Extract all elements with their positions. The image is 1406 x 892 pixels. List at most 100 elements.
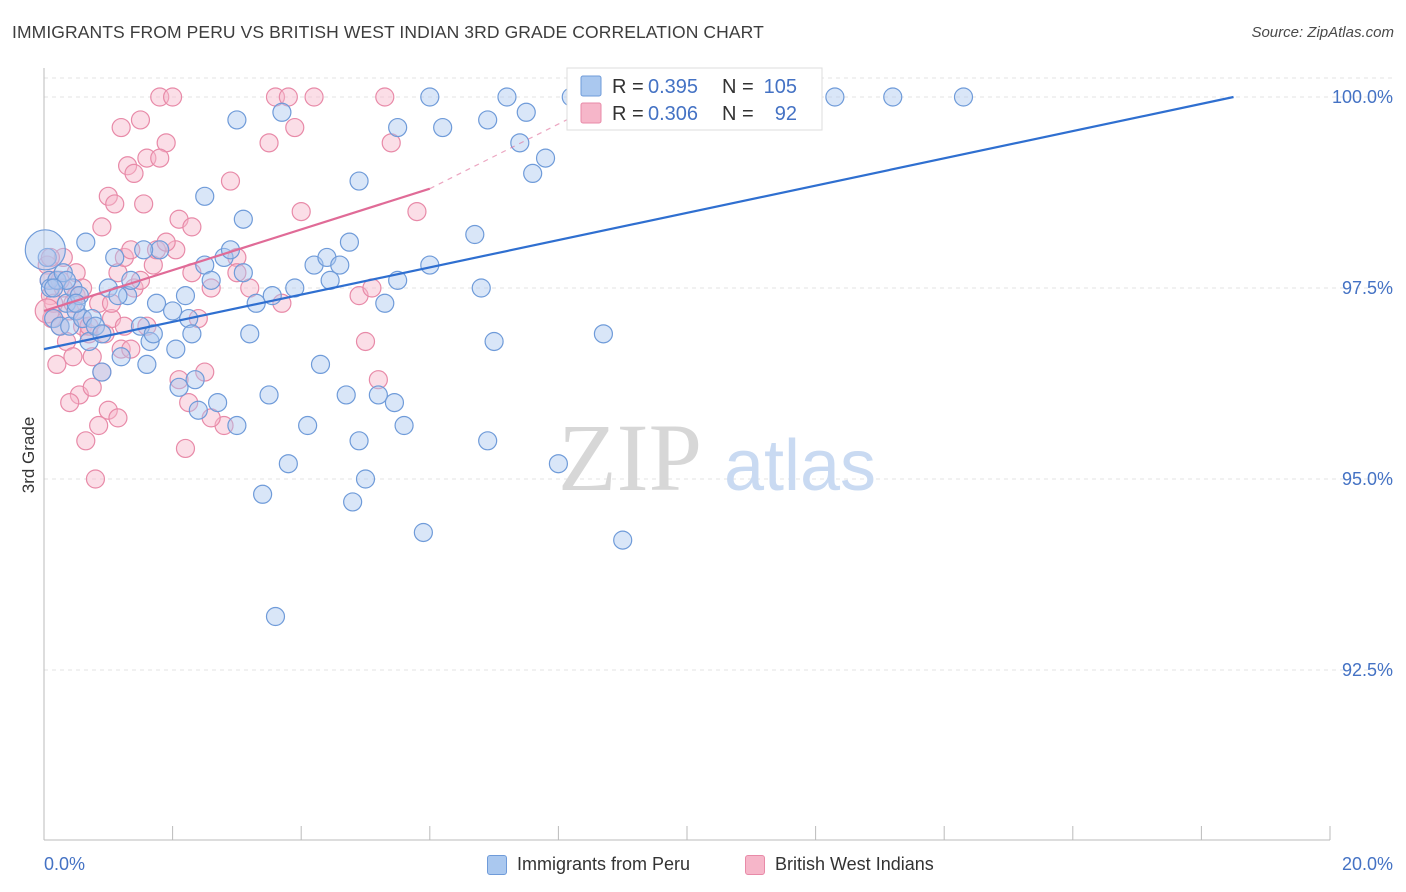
point-immigrants-from-peru — [349, 171, 369, 191]
point-immigrants-from-peru — [384, 393, 405, 413]
point-immigrants-from-peru — [76, 232, 96, 252]
point-british-west-indians — [89, 415, 109, 436]
point-british-west-indians — [124, 163, 144, 183]
point-immigrants-from-peru — [420, 87, 440, 107]
legend-r-value-1: 0.395 — [648, 76, 698, 98]
legend-r-label-2: R = — [612, 103, 644, 125]
point-british-west-indians — [101, 293, 122, 313]
point-immigrants-from-peru — [66, 301, 86, 321]
point-british-west-indians — [111, 117, 131, 138]
point-british-west-indians — [375, 87, 395, 107]
legend-label-peru: Immigrants from Peru — [517, 854, 691, 874]
legend-label-bwi: British West Indians — [775, 854, 934, 874]
point-british-west-indians — [156, 232, 176, 252]
point-immigrants-from-peru — [117, 286, 138, 306]
point-immigrants-from-peru — [146, 293, 167, 313]
x-tick-label-max: 20.0% — [1342, 854, 1393, 874]
point-british-west-indians — [98, 186, 118, 206]
point-immigrants-from-peru — [343, 492, 363, 512]
point-immigrants-from-peru — [310, 354, 331, 374]
legend-swatch-blue — [580, 75, 602, 97]
point-british-west-indians — [407, 202, 427, 222]
point-immigrants-from-peru — [227, 415, 247, 436]
point-british-west-indians — [304, 87, 324, 107]
legend-item-bwi: British West Indians — [745, 854, 934, 875]
point-immigrants-from-peru — [272, 102, 292, 122]
point-immigrants-from-peru — [233, 209, 253, 229]
point-british-west-indians — [259, 133, 279, 153]
point-british-west-indians — [195, 362, 215, 382]
point-immigrants-from-peru — [265, 606, 286, 627]
point-british-west-indians — [105, 194, 125, 214]
y-tick-label: 92.5% — [1342, 660, 1393, 680]
legend-swatch-pink — [580, 102, 602, 124]
point-immigrants-from-peru — [825, 87, 845, 107]
point-immigrants-from-peru — [44, 308, 64, 329]
point-immigrants-from-peru — [478, 110, 498, 130]
point-british-west-indians — [175, 438, 196, 459]
watermark-zip: ZIP — [558, 404, 702, 511]
point-immigrants-from-peru — [182, 324, 202, 344]
point-british-west-indians — [182, 217, 202, 237]
point-british-west-indians — [108, 408, 128, 428]
point-immigrants-from-peru — [50, 316, 70, 336]
point-british-west-indians — [220, 171, 241, 191]
point-british-west-indians — [60, 393, 80, 413]
point-british-west-indians — [82, 347, 102, 367]
point-immigrants-from-peru — [433, 117, 453, 138]
chart-title: IMMIGRANTS FROM PERU VS BRITISH WEST IND… — [12, 22, 764, 42]
point-immigrants-from-peru — [188, 400, 208, 420]
point-british-west-indians — [227, 263, 247, 283]
point-immigrants-from-peru — [166, 339, 186, 359]
point-immigrants-from-peru — [336, 385, 356, 405]
point-british-west-indians — [63, 347, 83, 367]
point-immigrants-from-peru — [613, 530, 633, 550]
point-british-west-indians — [169, 370, 189, 390]
point-british-west-indians — [285, 117, 305, 138]
legend-box — [566, 67, 823, 131]
point-immigrants-from-peru — [37, 247, 57, 268]
point-british-west-indians — [85, 469, 106, 489]
trend-line-bwi-extension — [429, 104, 598, 190]
point-immigrants-from-peru — [105, 247, 125, 268]
point-immigrants-from-peru — [523, 163, 543, 183]
point-british-west-indians — [134, 194, 154, 214]
point-immigrants-from-peru — [163, 301, 183, 321]
y-tick-label: 100.0% — [1332, 87, 1393, 107]
watermark-atlas: atlas — [724, 426, 876, 506]
series-legend: Immigrants from Peru British West Indian… — [0, 850, 1406, 880]
point-immigrants-from-peru — [535, 148, 556, 168]
point-immigrants-from-peru — [516, 102, 536, 122]
point-immigrants-from-peru — [201, 270, 221, 290]
point-british-west-indians — [121, 339, 141, 359]
point-immigrants-from-peru — [355, 469, 376, 489]
point-british-west-indians — [368, 370, 388, 390]
point-british-west-indians — [114, 247, 134, 268]
point-british-west-indians — [92, 217, 112, 237]
point-british-west-indians — [82, 377, 102, 397]
point-immigrants-from-peru — [593, 324, 614, 344]
point-immigrants-from-peru — [953, 87, 974, 107]
point-immigrants-from-peru — [175, 286, 196, 306]
point-immigrants-from-peru — [278, 454, 298, 474]
point-immigrants-from-peru — [394, 415, 414, 436]
point-british-west-indians — [150, 148, 170, 168]
point-immigrants-from-peru — [195, 186, 215, 206]
x-axis-ticks — [43, 826, 1331, 840]
legend-n-label-1: N = — [722, 76, 754, 98]
point-british-west-indians — [76, 431, 96, 451]
legend-n-label-2: N = — [722, 103, 754, 125]
point-immigrants-from-peru — [92, 324, 112, 344]
series-immigrants-from-peru — [24, 87, 974, 627]
point-immigrants-from-peru — [484, 331, 504, 352]
correlation-legend: R = 0.395 N = 105 R = 0.306 N = 92 — [566, 67, 823, 131]
legend-n-value-1: 105 — [764, 76, 797, 98]
point-immigrants-from-peru — [548, 454, 569, 474]
point-british-west-indians — [355, 331, 376, 352]
point-immigrants-from-peru — [85, 316, 106, 336]
point-immigrants-from-peru — [227, 110, 247, 130]
legend-n-value-2: 92 — [775, 103, 797, 125]
point-immigrants-from-peru — [471, 278, 491, 298]
point-immigrants-from-peru — [44, 278, 64, 298]
